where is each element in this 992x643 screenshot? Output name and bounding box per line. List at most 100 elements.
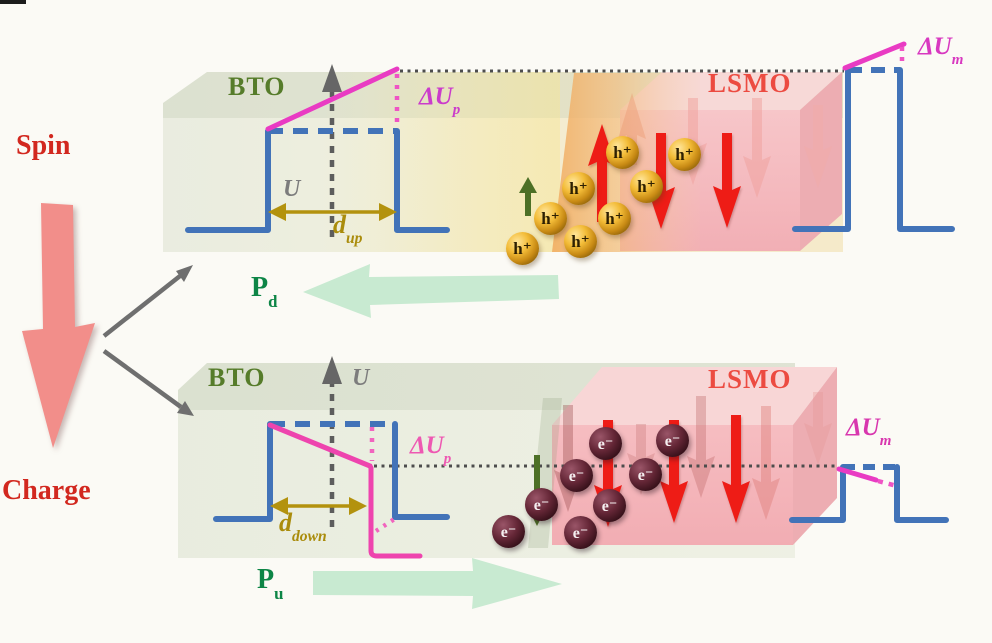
metal-polarization-line-top [842,41,907,71]
spin-label: Spin [16,130,71,161]
metal-polarization-line-bottom [836,466,879,483]
branch-arrow-up [102,274,182,338]
lsmo-box-top-face-bottom [552,367,837,425]
delta-u-p-sub-bottom: p [443,450,452,467]
spin-down-arrow [660,420,688,523]
delta-u-p-main-top: ΔU [419,83,453,110]
hole-sphere: h⁺ [562,172,595,205]
charge-label: Charge [2,475,91,506]
faded-spin-up-arrow [618,93,646,165]
faded-spin-down-arrow [804,105,832,188]
branch-arrowhead-up [176,265,193,282]
lsmo-label-top: LSMO [708,68,792,98]
hole-label: h⁺ [541,208,560,228]
polarization-sub-top: d [268,291,278,311]
electron-label: e⁻ [533,496,550,514]
hole-sphere: h⁺ [564,225,597,258]
electron-sphere: e⁻ [525,488,558,521]
hole-sphere: h⁺ [534,202,567,235]
hole-label: h⁺ [613,142,632,162]
hole-sphere: h⁺ [598,202,631,235]
polarization-main-top: P [251,272,269,303]
faded-spin-down-arrow [752,406,780,520]
barrier-width-sub-bottom: down [292,528,327,546]
hole-label: h⁺ [569,178,588,198]
bto-label-bottom: BTO [208,363,266,392]
electron-sphere: e⁻ [593,489,626,522]
barrier-width-label-top: dup [333,210,362,247]
electron-sphere: e⁻ [656,424,689,457]
lsmo-box-right-face-top [800,72,842,251]
spin-down-arrow [722,415,750,523]
width-arrowhead-left-top [268,203,286,221]
delta-u-m-label-bottom: ΔUm [846,415,891,448]
electron-label: e⁻ [601,497,618,515]
barrier-profile-bottom-left [213,421,450,522]
electron-sphere: e⁻ [629,458,662,491]
faded-spin-down-arrow [743,98,771,198]
barrier-width-sub-top: up [346,230,363,248]
polarization-label-top: Pd [251,272,277,310]
polarization-line-top [265,66,400,132]
bto-box-yellow-tint [320,72,560,252]
polarization-line-bottom [267,422,423,559]
u-axis-label-top: U [283,176,301,202]
electron-label: e⁻ [568,467,585,485]
hole-label: h⁺ [675,144,694,164]
hole-label: h⁺ [513,238,532,258]
u-axis-arrowhead-bottom [322,356,342,384]
electron-label: e⁻ [597,435,614,453]
hole-label: h⁺ [605,208,624,228]
delta-u-p-label-top: ΔUp [419,83,460,117]
faded-spin-down-arrow [687,396,715,498]
metal-polarization-dotted-bottom [877,478,898,489]
barrier-profile-bottom-right [789,464,949,523]
hole-sphere: h⁺ [606,136,639,169]
width-arrowhead-right-top [379,203,397,221]
electron-sphere: e⁻ [589,427,622,460]
branch-arrow-down [102,349,183,409]
delta-u-m-main-top: ΔU [918,33,952,60]
delta-u-m-sub-top: m [951,51,964,68]
polarization-sub-bottom: u [274,583,284,603]
barrier-profile-top-right [792,67,955,232]
carrier-up-arrow [519,177,537,216]
electron-sphere: e⁻ [560,459,593,492]
polarization-main-bottom: P [257,564,275,595]
lsmo-box-right-face-bottom [793,367,837,545]
barrier-profile-top-left [185,128,450,233]
hole-label: h⁺ [571,231,590,251]
hole-sphere: h⁺ [668,138,701,171]
barrier-width-label-bottom: ddown [279,508,327,545]
electron-sphere: e⁻ [564,516,597,549]
width-arrowhead-right-bottom [349,497,367,515]
u-axis-label-bottom: U [352,365,370,391]
hole-label: h⁺ [637,176,656,196]
delta-u-m-label-top: ΔUm [918,33,963,67]
delta-u-p-sub-top: p [452,101,461,118]
barrier-width-main-bottom: d [279,508,292,537]
electron-label: e⁻ [572,524,589,542]
width-arrowhead-left-bottom [270,497,288,515]
spin-down-arrow [713,133,741,228]
u-axis-arrowhead-top [322,64,342,92]
delta-u-m-sub-bottom: m [879,432,892,449]
electron-label: e⁻ [500,523,517,541]
electron-label: e⁻ [664,432,681,450]
branch-arrowhead-down [177,401,194,416]
hole-sphere: h⁺ [506,232,539,265]
barrier-width-main-top: d [333,210,346,239]
bto-label-top: BTO [228,72,286,101]
polarization-direction-arrow-right [313,558,562,609]
spin-to-charge-arrow [22,203,95,448]
delta-u-p-main-bottom: ΔU [410,432,444,459]
polarization-direction-arrow-left [303,264,559,318]
electron-sphere: e⁻ [492,515,525,548]
lsmo-label-bottom: LSMO [708,364,792,394]
corner-artifact [0,0,26,4]
polarization-label-bottom: Pu [257,564,283,602]
polarization-dotted-diagonal-bottom [374,516,398,533]
electron-label: e⁻ [637,466,654,484]
